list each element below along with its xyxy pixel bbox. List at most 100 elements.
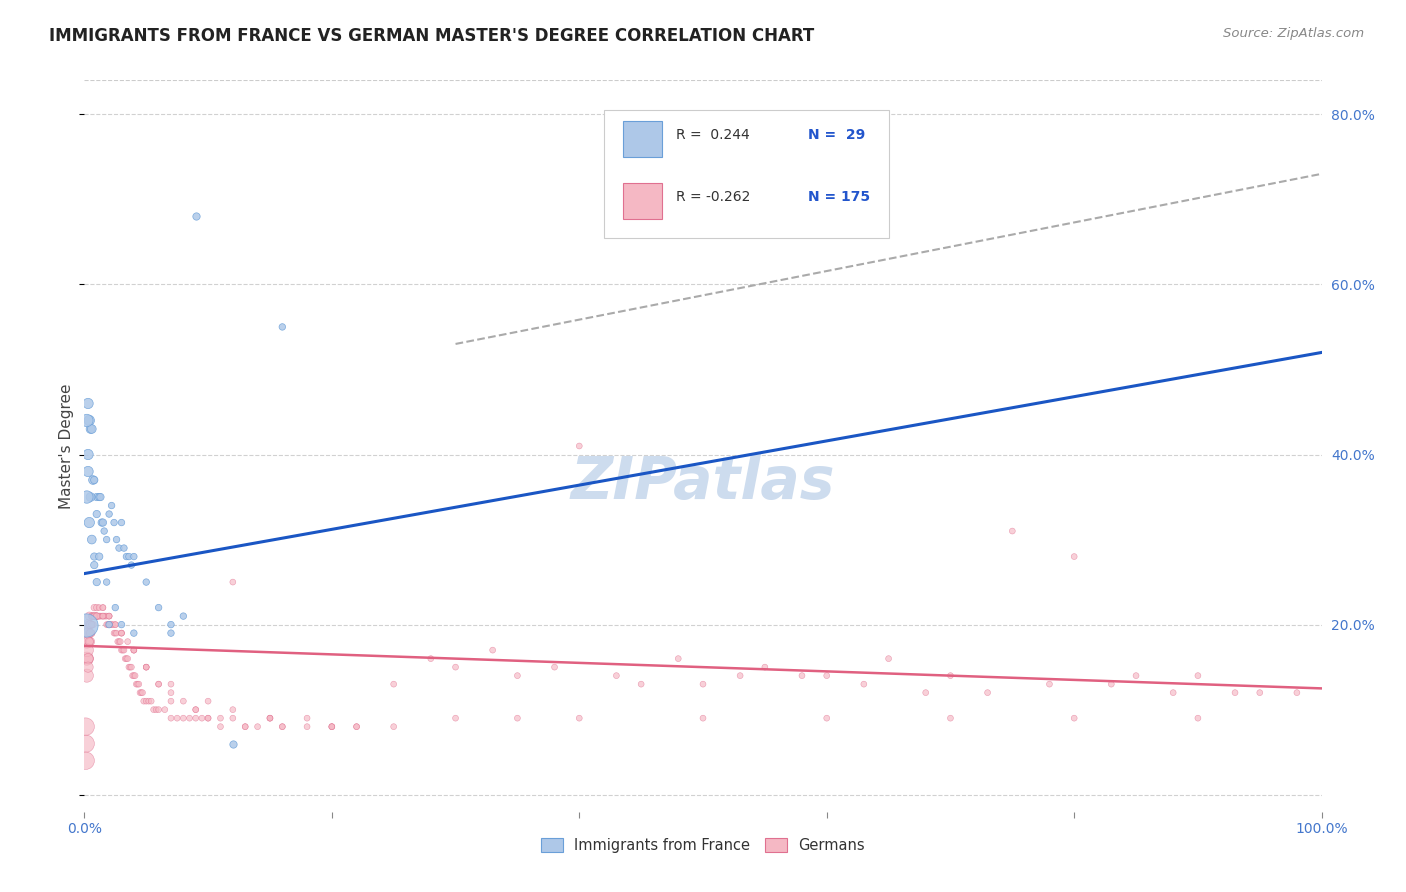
Point bbox=[96, 609, 118, 624]
Point bbox=[105, 626, 128, 640]
Point bbox=[121, 668, 143, 682]
Point bbox=[91, 609, 114, 624]
Point bbox=[75, 617, 97, 632]
Point bbox=[179, 711, 201, 725]
Point bbox=[246, 720, 269, 734]
Point bbox=[1161, 686, 1184, 700]
Point bbox=[172, 609, 194, 624]
Point bbox=[1125, 668, 1147, 682]
Point bbox=[129, 686, 152, 700]
Point bbox=[138, 694, 160, 708]
Point bbox=[103, 626, 125, 640]
Point bbox=[115, 549, 138, 564]
Point bbox=[98, 609, 121, 624]
Point bbox=[481, 643, 503, 657]
Point bbox=[160, 694, 183, 708]
Point bbox=[105, 533, 128, 547]
Point bbox=[346, 720, 368, 734]
Point bbox=[148, 677, 170, 691]
Text: IMMIGRANTS FROM FRANCE VS GERMAN MASTER'S DEGREE CORRELATION CHART: IMMIGRANTS FROM FRANCE VS GERMAN MASTER'… bbox=[49, 27, 814, 45]
Point bbox=[120, 660, 142, 674]
Point bbox=[222, 737, 245, 751]
Point bbox=[110, 643, 132, 657]
Point bbox=[568, 439, 591, 453]
Point bbox=[160, 617, 183, 632]
Text: R =  0.244: R = 0.244 bbox=[676, 128, 749, 142]
Point bbox=[89, 490, 111, 504]
Point bbox=[790, 668, 813, 682]
Point bbox=[89, 609, 111, 624]
Point bbox=[93, 524, 115, 538]
Point bbox=[132, 694, 155, 708]
Point bbox=[233, 720, 256, 734]
Point bbox=[124, 668, 146, 682]
Point bbox=[82, 473, 104, 487]
Point bbox=[692, 677, 714, 691]
Point bbox=[79, 490, 101, 504]
Text: R = -0.262: R = -0.262 bbox=[676, 190, 751, 204]
Point bbox=[89, 609, 111, 624]
Point bbox=[87, 609, 110, 624]
Point bbox=[382, 720, 405, 734]
Point bbox=[128, 677, 150, 691]
Point bbox=[118, 549, 141, 564]
Point bbox=[148, 703, 170, 717]
Point bbox=[77, 634, 100, 648]
Point bbox=[82, 609, 104, 624]
Point bbox=[76, 413, 98, 427]
Point bbox=[271, 320, 294, 334]
Point bbox=[114, 651, 136, 665]
Point bbox=[939, 668, 962, 682]
Point bbox=[160, 686, 183, 700]
Point bbox=[543, 660, 565, 674]
Point bbox=[728, 668, 751, 682]
Point bbox=[83, 609, 105, 624]
Point bbox=[93, 609, 115, 624]
Point bbox=[118, 660, 141, 674]
Point bbox=[98, 609, 121, 624]
Point bbox=[160, 677, 183, 691]
Point bbox=[89, 600, 111, 615]
Point bbox=[233, 720, 256, 734]
Point bbox=[184, 711, 207, 725]
Point bbox=[86, 609, 108, 624]
Point bbox=[79, 626, 101, 640]
Point bbox=[84, 609, 107, 624]
Point bbox=[82, 617, 104, 632]
Point bbox=[83, 549, 105, 564]
Point bbox=[104, 626, 127, 640]
Point bbox=[135, 660, 157, 674]
Point bbox=[110, 634, 132, 648]
Point bbox=[79, 617, 101, 632]
Point bbox=[86, 490, 108, 504]
Point bbox=[89, 609, 111, 624]
Point bbox=[98, 617, 121, 632]
Point bbox=[112, 643, 135, 657]
Legend: Immigrants from France, Germans: Immigrants from France, Germans bbox=[536, 832, 870, 859]
Point bbox=[127, 677, 149, 691]
Point bbox=[80, 617, 103, 632]
Point bbox=[145, 703, 167, 717]
Point bbox=[86, 609, 108, 624]
Point bbox=[96, 533, 118, 547]
Point bbox=[444, 711, 467, 725]
Point bbox=[172, 711, 194, 725]
Point bbox=[209, 720, 232, 734]
Point bbox=[191, 711, 214, 725]
Point bbox=[754, 660, 776, 674]
Point bbox=[135, 694, 157, 708]
Point bbox=[122, 643, 145, 657]
Point bbox=[259, 711, 281, 725]
Point bbox=[1187, 711, 1209, 725]
Point bbox=[1285, 686, 1308, 700]
Point bbox=[100, 499, 122, 513]
Point bbox=[184, 703, 207, 717]
Point bbox=[142, 703, 165, 717]
Point bbox=[77, 396, 100, 410]
Point bbox=[86, 575, 108, 590]
Point bbox=[90, 516, 112, 530]
Point bbox=[110, 626, 132, 640]
Point bbox=[107, 634, 129, 648]
Point bbox=[79, 626, 101, 640]
Point bbox=[77, 448, 100, 462]
